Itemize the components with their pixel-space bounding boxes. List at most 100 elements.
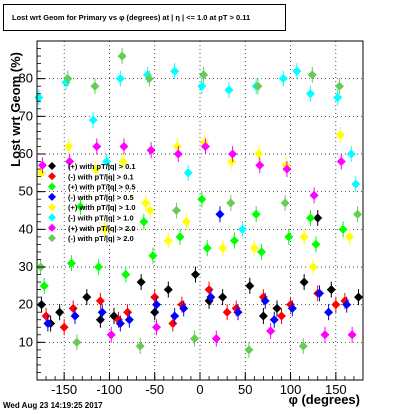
x-tick-label: -150 [51,382,77,397]
data-point [95,315,105,325]
data-point [63,74,73,84]
series-group [43,206,352,332]
y-tick-label: 30 [19,259,33,274]
legend-label: (-) with pT/|q| > 2.0 [68,234,134,243]
legend-label: (-) with pT/|q| > 1.0 [68,214,134,223]
data-point [65,157,75,167]
data-point [179,303,189,313]
legend-marker [48,223,56,232]
legend-marker [48,213,56,222]
data-point [190,334,200,344]
data-point [284,232,294,242]
x-tick-label: 150 [325,382,347,397]
data-point [320,330,330,340]
data-point [172,141,182,151]
axis-ticks: -150 -100 -50 0 50 100 150 10 20 30 40 50 60 70 80 [19,40,364,397]
data-point [307,70,317,80]
data-point [70,311,80,321]
data-point [299,277,309,287]
x-tick-label: 50 [238,382,252,397]
data-point [39,281,49,291]
data-point [94,262,104,272]
x-tick-label: -100 [96,382,122,397]
data-point [135,341,145,351]
data-point [287,303,297,313]
data-point [278,74,288,84]
series-group [37,138,357,347]
data-point [227,157,237,167]
data-point [311,239,321,249]
data-point [97,307,107,317]
data-point [280,198,290,208]
y-tick-label: 50 [19,184,33,199]
data-point [257,247,267,257]
data-point [37,168,47,178]
legend-marker [48,182,56,191]
data-point [249,243,259,253]
data-point [106,330,116,340]
x-tick-label: 100 [280,382,302,397]
data-point [121,270,131,280]
x-tick-label: 0 [196,382,203,397]
data-point [72,337,82,347]
data-point [68,303,78,313]
data-point [181,217,191,227]
data-point [215,209,225,219]
data-point [226,198,236,208]
data-point [59,322,69,332]
legend-marker [48,203,56,212]
legend-marker [48,234,56,243]
data-point [136,277,146,287]
data-point [92,141,102,151]
legend-marker [48,162,56,170]
data-point [308,262,318,272]
legend-label: (+) with pT/|q| > 2.0 [68,224,136,233]
data-point [326,285,336,295]
data-point [90,81,100,91]
data-point [336,157,346,167]
series-group [41,281,350,336]
data-point [91,164,101,174]
data-point [224,85,234,95]
data-point [353,209,363,219]
data-point [139,217,149,227]
data-point [260,296,270,306]
data-point [238,224,248,234]
data-point [211,334,221,344]
y-tick-label: 40 [19,221,33,236]
legend-marker [48,192,56,201]
legend-marker [48,172,56,181]
data-point [298,341,308,351]
data-point [338,224,348,234]
data-point [233,307,243,317]
data-point [163,285,173,295]
data-point [299,232,309,242]
series-group [39,191,348,294]
series-group [37,210,363,332]
data-point [123,307,133,317]
data-point [199,70,209,80]
data-point [245,281,255,291]
data-point [118,157,128,167]
data-point [206,292,216,302]
data-point [168,319,178,328]
data-point [170,66,180,76]
data-point [200,141,210,151]
data-point [218,292,228,302]
data-point [197,194,207,204]
data-point [254,149,264,159]
data-point [66,258,76,268]
data-point [119,141,129,151]
data-point [175,232,185,242]
data-point [190,270,200,280]
x-tick-label: -50 [145,382,164,397]
data-point [183,168,193,178]
legend-label: (+) with pT/|q| > 0.1 [68,162,136,171]
data-point [315,288,325,298]
data-point [305,89,315,99]
data-point [88,115,98,125]
data-point [55,307,65,317]
legend-label: (+) with pT/|q| > 1.0 [68,203,136,212]
data-point [95,296,105,306]
data-point [324,307,334,317]
